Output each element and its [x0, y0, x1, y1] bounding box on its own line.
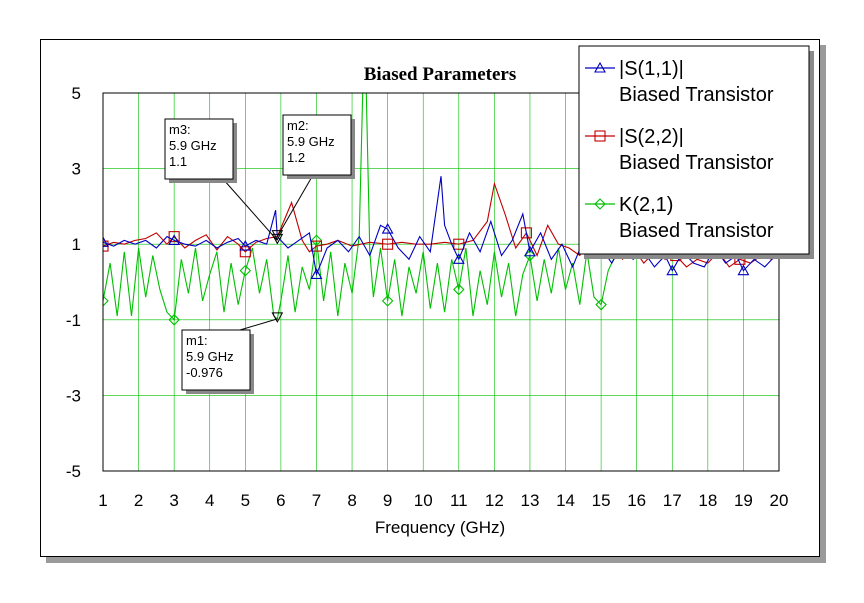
- series-point: [310, 234, 323, 247]
- series-point: [520, 227, 532, 239]
- y-tick-label: 5: [72, 84, 81, 103]
- marker-symbol: [271, 230, 284, 241]
- legend-series-subname: Biased Transistor: [619, 84, 774, 106]
- marker-leader: [276, 174, 314, 237]
- marker-m1: m1:5.9 GHz-0.976: [181, 312, 284, 394]
- x-tick-label: 6: [276, 491, 285, 510]
- x-tick-label: 14: [556, 491, 575, 510]
- series-point: [594, 130, 606, 142]
- legend-entry-2: K(2,1) Biased Transistor: [585, 194, 774, 242]
- y-tick-label: -5: [66, 462, 81, 481]
- y-tick-label: 1: [72, 235, 81, 254]
- marker-box: [164, 118, 234, 180]
- series-point: [594, 198, 606, 210]
- legend-series-subname: Biased Transistor: [619, 152, 774, 174]
- marker-leader: [222, 178, 278, 241]
- series-point: [239, 246, 251, 258]
- series-point: [168, 234, 181, 245]
- legend-series-subname: Biased Transistor: [619, 220, 774, 242]
- marker-text: 5.9 GHz: [186, 349, 234, 364]
- x-tick-label: 19: [734, 491, 753, 510]
- series-point: [103, 236, 109, 247]
- x-tick-label: 20: [770, 491, 789, 510]
- marker-box: [282, 114, 352, 176]
- series-point: [310, 268, 323, 279]
- series-point: [239, 239, 252, 251]
- legend-entry-0: |S(1,1)| Biased Transistor: [585, 58, 774, 106]
- series-line: [103, 93, 623, 322]
- series-point: [453, 238, 465, 250]
- series-point: [381, 222, 394, 234]
- legend-entry-1: |S(2,2)| Biased Transistor: [585, 126, 774, 174]
- x-tick-labels: 1 2 3 4 5 6 7 8 9 10 11 12 13 14 15 16 17 18 19 20: [98, 491, 788, 510]
- marker-symbol: [271, 233, 284, 245]
- x-tick-label: 16: [627, 491, 646, 510]
- marker-leader: [239, 318, 278, 331]
- y-tick-label: 3: [72, 160, 81, 179]
- x-tick-label: 18: [698, 491, 717, 510]
- marker-text: m1:: [186, 333, 208, 348]
- marker-box: [181, 329, 251, 391]
- series-point: [381, 295, 394, 307]
- x-axis-label: Frequency (GHz): [375, 518, 505, 537]
- series-point: [594, 61, 606, 73]
- chart-title: Biased Parameters: [364, 64, 516, 85]
- x-tick-label: 15: [592, 491, 611, 510]
- x-tick-label: 5: [241, 491, 250, 510]
- x-tick-label: 11: [450, 491, 468, 510]
- series-point: [452, 253, 465, 264]
- x-tick-label: 10: [414, 491, 433, 510]
- y-tick-label: -3: [66, 386, 81, 405]
- marker-text: -0.976: [186, 365, 223, 380]
- series-point: [737, 264, 750, 276]
- series-point: [524, 245, 536, 257]
- series-point: [453, 283, 465, 296]
- series-point: [382, 238, 394, 250]
- marker-text: m2:: [287, 118, 309, 133]
- series-point: [666, 264, 679, 276]
- marker-symbol: [271, 312, 284, 323]
- x-tick-label: 12: [485, 491, 504, 510]
- marker-text: 1.1: [169, 154, 187, 169]
- series-0: [103, 176, 779, 279]
- x-tick-label: 17: [663, 491, 682, 510]
- series-point: [103, 295, 109, 307]
- marker-text: 5.9 GHz: [287, 134, 335, 149]
- legend-series-name: |S(1,1)|: [619, 58, 684, 80]
- marker-text: 5.9 GHz: [169, 138, 217, 153]
- series-point: [168, 314, 180, 326]
- x-tick-label: 13: [520, 491, 539, 510]
- x-tick-label: 4: [205, 491, 214, 510]
- x-tick-label: 7: [312, 491, 321, 510]
- series-line: [103, 176, 779, 277]
- series-point: [239, 264, 252, 277]
- legend-box: [578, 45, 810, 255]
- x-tick-label: 8: [347, 491, 356, 510]
- series-point: [595, 298, 607, 311]
- marker-text: 1.2: [287, 150, 305, 165]
- y-tick-labels: 5 3 1 -1 -3 -5: [66, 84, 81, 481]
- x-tick-label: 9: [383, 491, 392, 510]
- legend-series-name: |S(2,2)|: [619, 126, 684, 148]
- x-tick-label: 3: [169, 491, 178, 510]
- plot-border: [102, 92, 780, 472]
- y-tick-label: -1: [66, 311, 81, 330]
- legend-series-name: K(2,1): [619, 194, 673, 216]
- x-tick-label: 1: [98, 491, 107, 510]
- marker-text: m3:: [169, 122, 191, 137]
- x-tick-label: 2: [134, 491, 143, 510]
- legend: |S(1,1)| Biased Transistor |S(2,2)| Biased …: [578, 45, 814, 259]
- series-point: [168, 231, 180, 243]
